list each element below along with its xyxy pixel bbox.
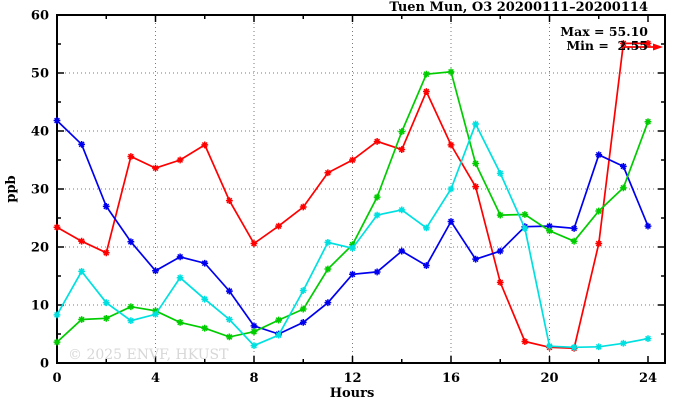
x-tick-label: 24: [639, 371, 657, 386]
y-tick-label: 60: [31, 9, 49, 24]
series-green-line: [56, 70, 649, 343]
y-tick-label: 30: [31, 183, 49, 198]
y-axis-label: ppb: [4, 175, 19, 202]
min-annotation: Min = 2.55: [566, 38, 648, 53]
series-green-markers: [53, 68, 652, 346]
watermark: © 2025 ENVF, HKUST: [68, 347, 229, 363]
x-tick-label: 4: [151, 371, 160, 386]
y-tick-label: 40: [31, 125, 49, 140]
max-annotation: Max = 55.10: [560, 24, 648, 39]
series-blue: [53, 117, 652, 338]
x-tick-label: 20: [540, 371, 558, 386]
series-green: [53, 68, 652, 346]
series-red-markers: [53, 40, 652, 352]
x-tick-label: 16: [442, 371, 460, 386]
chart-title: Tuen Mun, O3 20200111–20200114: [389, 0, 648, 15]
min-annotation-arrow: [621, 43, 663, 51]
y-tick-label: 20: [31, 241, 49, 256]
series-cyan: [53, 120, 652, 351]
x-tick-label: 0: [52, 371, 61, 386]
x-tick-label: 8: [249, 371, 258, 386]
x-axis-label: Hours: [330, 386, 375, 401]
series-cyan-markers: [53, 120, 652, 351]
y-tick-label: 10: [31, 299, 49, 314]
y-tick-label: 50: [31, 67, 49, 82]
arrow-head: [653, 43, 663, 51]
y-tick-label: 0: [40, 357, 49, 372]
x-tick-label: 12: [343, 371, 361, 386]
